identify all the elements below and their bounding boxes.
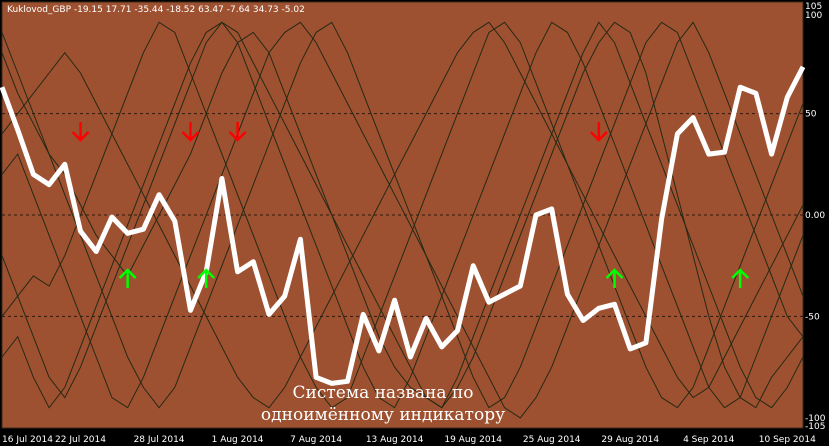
x-tick-label: 10 Sep 2014	[759, 435, 816, 445]
arrow-head	[181, 131, 200, 142]
arrow-head	[589, 131, 608, 142]
x-tick-label: 29 Aug 2014	[601, 435, 659, 445]
x-tick-label: 13 Aug 2014	[366, 435, 424, 445]
main-line-layer	[0, 65, 806, 386]
arrow-head	[197, 268, 216, 279]
buy-arrow	[197, 268, 216, 288]
x-tick-label: 28 Jul 2014	[134, 435, 185, 445]
x-tick-label: 1 Aug 2014	[212, 435, 264, 445]
arrow-head	[71, 131, 90, 142]
indicator-title: Kuklovod_GBP -19.15 17.71 -35.44 -18.52 …	[7, 5, 305, 15]
x-tick-label: 25 Aug 2014	[523, 435, 581, 445]
arrow-head	[228, 131, 247, 142]
sell-arrow	[181, 122, 200, 142]
y-tick-label: -105	[805, 422, 825, 432]
caption-line-2: одноимённому индикатору	[261, 405, 505, 425]
grid-lines	[2, 113, 803, 317]
y-tick-label: 50	[805, 110, 817, 120]
thin-series-line	[1, 21, 804, 409]
x-tick-label: 7 Aug 2014	[290, 435, 342, 445]
sell-arrow	[589, 122, 608, 142]
y-tick-label: -100	[805, 414, 826, 424]
thin-series-line	[1, 21, 804, 409]
x-axis-labels: 16 Jul 2014 22 Jul 2014 28 Jul 2014 1 Aug 2…	[2, 435, 816, 445]
y-tick-label: 105	[805, 2, 822, 12]
arrow-head	[118, 268, 137, 279]
signal-arrows	[71, 122, 750, 288]
x-tick-label: 16 Jul 2014	[2, 435, 53, 445]
x-tick-label: 4 Sep 2014	[683, 435, 735, 445]
thin-series-line	[1, 21, 804, 419]
buy-arrow	[605, 268, 624, 288]
sell-arrow	[228, 122, 247, 142]
thin-series-line	[1, 21, 804, 409]
sell-arrow	[71, 122, 90, 142]
x-tick-label: 22 Jul 2014	[55, 435, 106, 445]
buy-arrow	[118, 268, 137, 288]
y-tick-label: -50	[805, 312, 820, 322]
caption-line-1: Система названа по	[293, 383, 474, 403]
arrow-head	[605, 268, 624, 279]
y-tick-label: 0.00	[805, 211, 825, 221]
buy-arrow	[731, 268, 750, 288]
main-series-line	[0, 65, 806, 386]
thin-lines	[1, 21, 804, 419]
thin-series-line	[1, 21, 804, 409]
y-axis-labels: 105 50 0.00 -50 -100 100 -105	[805, 2, 826, 432]
y-tick-label: 100	[805, 11, 822, 21]
arrow-head	[731, 268, 750, 279]
x-tick-label: 19 Aug 2014	[444, 435, 502, 445]
